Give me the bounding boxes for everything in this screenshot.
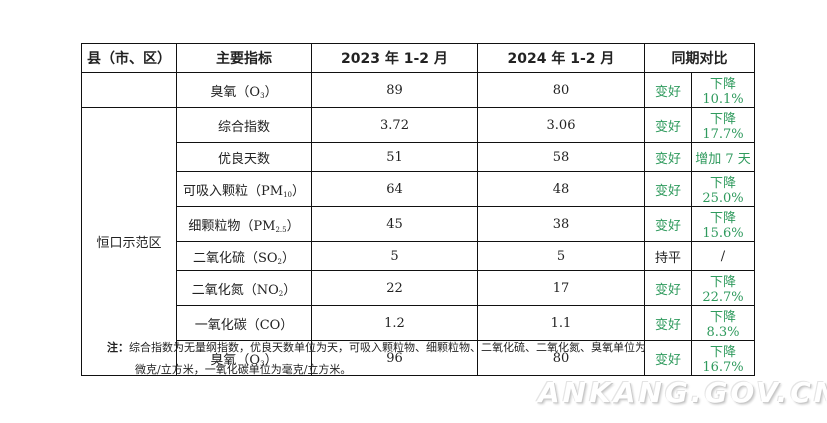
trend-cell: 变好 [644, 171, 692, 207]
header-row: 县（市、区） 主要指标 2023 年 1-2 月 2024 年 1-2 月 同期… [81, 43, 755, 73]
table-row: 细颗粒物（PM2.5） 45 38 变好 下降 15.6% [82, 206, 755, 242]
county-cell: 恒口示范区 [81, 107, 177, 376]
air-quality-table: 县（市、区） 主要指标 2023 年 1-2 月 2024 年 1-2 月 同期… [81, 43, 755, 376]
table-row: 二氧化氮（NO2） 22 17 变好 下降 22.7% [82, 270, 755, 306]
site-watermark: ANKANG.GOV.CN [538, 376, 827, 409]
value-2023: 64 [311, 171, 478, 207]
header-county: 县（市、区） [81, 43, 177, 73]
county-cell [81, 72, 177, 108]
value-2024: 5 [477, 241, 645, 271]
change-cell: 下降 10.1% [691, 72, 755, 108]
value-2024: 17 [477, 270, 645, 306]
change-cell: 下降 25.0% [691, 171, 755, 207]
table-row: 优良天数 51 58 变好 增加 7 天 [82, 142, 755, 172]
value-2023: 89 [311, 72, 478, 108]
table-row: 恒口示范区 综合指数 3.72 3.06 变好 下降 17.7% [81, 107, 755, 376]
header-year-2024: 2024 年 1-2 月 [477, 43, 645, 73]
value-2024: 58 [477, 142, 645, 172]
footnote-line-1: 综合指数为无量纲指数，优良天数单位为天，可吸入颗粒物、细颗粒物、二氧化硫、二氧化… [129, 341, 646, 354]
value-2024: 3.06 [477, 107, 645, 143]
value-2023: 1.2 [311, 305, 478, 341]
footnote-line-2: 微克/立方米，一氧化碳单位为毫克/立方米。 [135, 363, 352, 376]
change-cell: 下降 15.6% [691, 206, 755, 242]
indicator-cell: 优良天数 [176, 142, 312, 172]
indicator-cell: 二氧化硫（SO2） [176, 241, 312, 271]
change-cell: 下降 17.7% [691, 107, 755, 143]
header-compare: 同期对比 [644, 43, 755, 73]
change-cell: / [691, 241, 755, 271]
trend-cell: 变好 [644, 270, 692, 306]
value-2023: 45 [311, 206, 478, 242]
value-2024: 1.1 [477, 305, 645, 341]
change-cell: 增加 7 天 [691, 142, 755, 172]
trend-cell: 变好 [644, 305, 692, 341]
value-2024: 38 [477, 206, 645, 242]
table-row: 可吸入颗粒（PM10） 64 48 变好 下降 25.0% [82, 171, 755, 207]
trend-cell: 变好 [644, 142, 692, 172]
trend-cell: 变好 [644, 206, 692, 242]
table-row: 二氧化硫（SO2） 5 5 持平 / [82, 241, 755, 271]
table-footnote: 注：综合指数为无量纲指数，优良天数单位为天，可吸入颗粒物、细颗粒物、二氧化硫、二… [107, 337, 747, 381]
indicator-cell: 综合指数 [176, 107, 312, 143]
value-2023: 3.72 [311, 107, 478, 143]
value-2023: 5 [311, 241, 478, 271]
trend-cell: 持平 [644, 241, 692, 271]
table-row: 臭氧（O3） 89 80 变好 下降 10.1% [81, 72, 755, 108]
indicator-cell: 细颗粒物（PM2.5） [176, 206, 312, 242]
table-row: 一氧化碳（CO） 1.2 1.1 变好 下降 8.3% [82, 305, 755, 341]
value-2023: 96 [311, 340, 478, 376]
trend-cell: 变好 [644, 72, 692, 108]
value-2024: 80 [477, 340, 645, 376]
value-2024: 48 [477, 171, 645, 207]
change-cell: 下降 22.7% [691, 270, 755, 306]
indicator-cell: 一氧化碳（CO） [176, 305, 312, 341]
table-row: 臭氧（O3） 96 80 变好 下降 16.7% [82, 340, 755, 376]
indicator-cell: 二氧化氮（NO2） [176, 270, 312, 306]
trend-cell: 变好 [644, 340, 692, 376]
change-cell: 下降 16.7% [691, 340, 755, 376]
header-indicator: 主要指标 [176, 43, 312, 73]
indicator-cell: 臭氧（O3） [176, 340, 312, 376]
indicator-cell: 臭氧（O3） [176, 72, 312, 108]
trend-cell: 变好 [644, 107, 692, 143]
value-2024: 80 [477, 72, 645, 108]
indicator-cell: 可吸入颗粒（PM10） [176, 171, 312, 207]
footnote-label: 注： [107, 341, 129, 354]
value-2023: 51 [311, 142, 478, 172]
change-cell: 下降 8.3% [691, 305, 755, 341]
header-year-2023: 2023 年 1-2 月 [311, 43, 478, 73]
value-2023: 22 [311, 270, 478, 306]
